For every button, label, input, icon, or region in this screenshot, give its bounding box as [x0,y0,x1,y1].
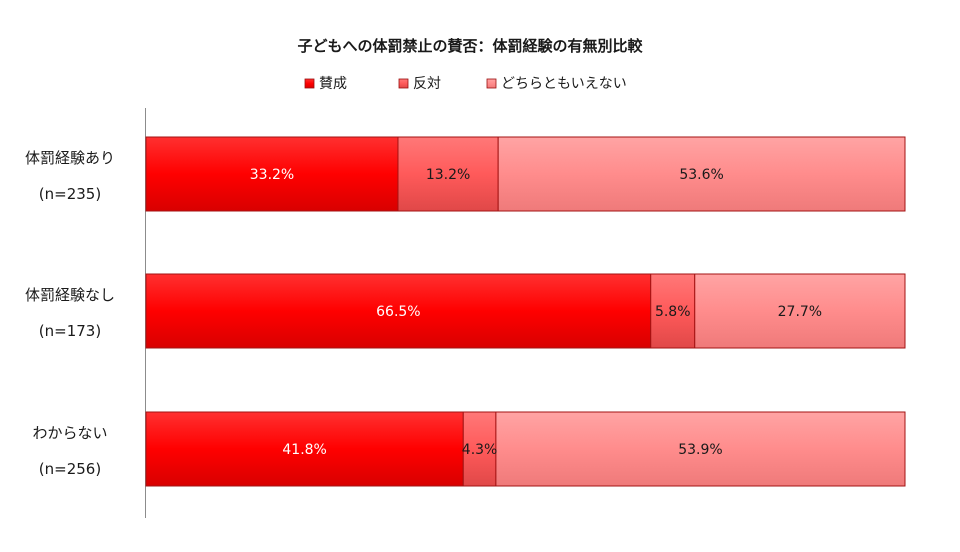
legend-label-1: 賛成 [319,76,347,92]
data-label-1-2: 13.2% [426,167,470,183]
legend-label-3: どちらともいえない [501,76,627,92]
data-label-2-2: 5.8% [655,304,691,320]
data-label-2-1: 66.5% [376,304,420,320]
bar-1-3 [497,136,906,212]
category-label-2: 体罰経験なし [25,286,115,304]
category-label-3: わからない [32,424,107,442]
bar-2-3 [694,273,906,349]
bar-3-3 [495,411,906,487]
category-n-3: (n=256) [39,460,101,478]
data-label-1-3: 53.6% [679,167,723,183]
data-label-3-1: 41.8% [282,442,326,458]
data-label-2-3: 27.7% [778,304,822,320]
bars [145,136,906,487]
data-label-3-3: 53.9% [678,442,722,458]
legend-swatch-1 [304,78,315,89]
legend-swatch-3 [486,78,497,89]
data-labels: 33.2% 13.2% 53.6% 66.5% 5.8% 27.7% 41.8% 4.3% 53… [250,167,822,458]
bar-1-2 [397,136,499,212]
category-n-1: (n=235) [39,185,101,203]
legend: 賛成 反対 どちらともいえない [304,76,627,92]
legend-swatch-2 [398,78,409,89]
legend-label-2: 反対 [413,76,441,92]
data-label-3-2: 4.3% [462,442,498,458]
chart-title: 子どもへの体罰禁止の賛否：体罰経験の有無別比較 [297,37,643,55]
bar-1-1 [145,136,399,212]
category-labels: 体罰経験あり (n=235) 体罰経験なし (n=173) わからない (n=256) [25,149,115,478]
category-n-2: (n=173) [39,322,101,340]
data-label-1-1: 33.2% [250,167,294,183]
category-label-1: 体罰経験あり [25,149,115,167]
